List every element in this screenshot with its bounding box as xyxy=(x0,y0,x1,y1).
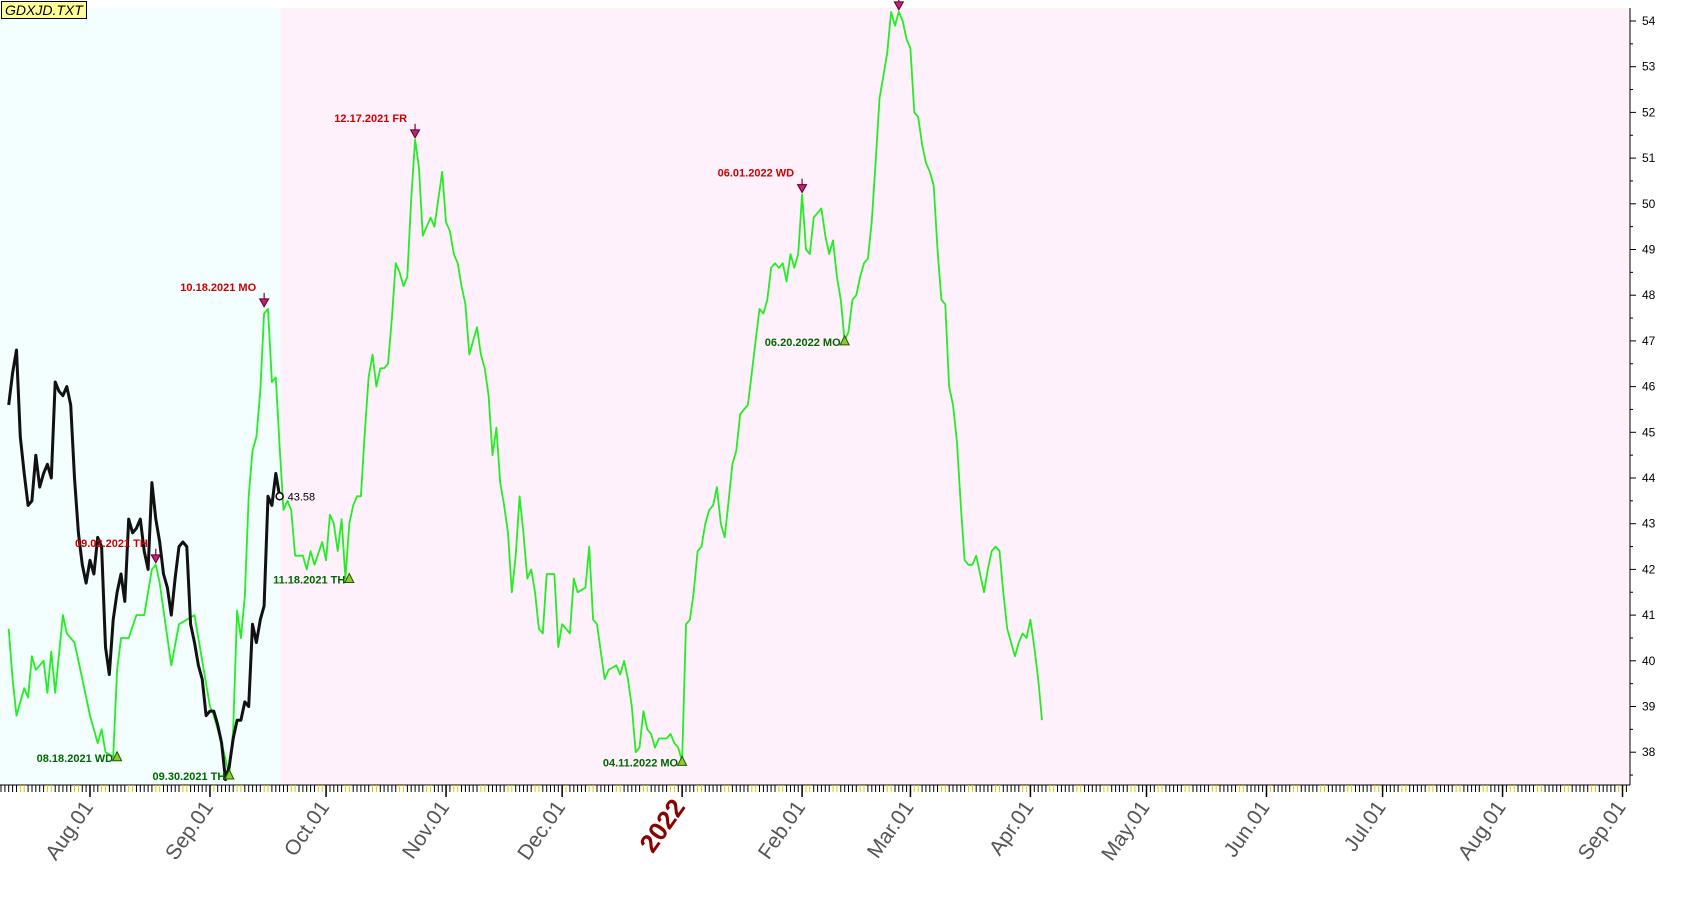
y-tick-label: 53 xyxy=(1642,60,1656,74)
low-label: 09.30.2021 TH xyxy=(153,771,226,783)
low-marker xyxy=(224,768,235,780)
price-line xyxy=(7,348,282,782)
y-tick-label: 48 xyxy=(1642,288,1656,302)
x-month-label: Mar.01 xyxy=(863,797,919,863)
y-tick-label: 49 xyxy=(1642,243,1656,257)
low-label: 06.20.2022 MO xyxy=(765,337,841,349)
low-label: 11.18.2021 TH xyxy=(273,575,345,587)
history-region xyxy=(0,8,281,785)
y-tick-label: 47 xyxy=(1642,334,1656,348)
low-label: 04.11.2022 MO xyxy=(603,757,679,769)
y-tick-label: 44 xyxy=(1642,471,1656,485)
low-marker xyxy=(839,334,850,346)
x-month-label: Sep.01 xyxy=(1574,797,1631,865)
forecast-line xyxy=(7,10,1043,776)
x-month-label: Sep.01 xyxy=(161,797,218,865)
background-regions xyxy=(0,8,1630,785)
y-tick-label: 50 xyxy=(1642,197,1656,211)
x-month-label: Oct.01 xyxy=(280,797,334,861)
x-month-label: Jul.01 xyxy=(1340,797,1391,856)
x-month-label: Aug.01 xyxy=(41,797,98,865)
x-month-label: Dec.01 xyxy=(513,797,570,865)
low-marker xyxy=(111,750,123,762)
high-label: 12.17.2021 FR xyxy=(334,113,407,125)
x-month-label: May.01 xyxy=(1097,797,1154,865)
x-month-label: Nov.01 xyxy=(398,797,454,863)
turning-point-annotations: 10.18.2021 MO 12.17.2021 FR 06.01.2022 WD 0… xyxy=(37,0,905,783)
high-marker xyxy=(796,184,808,194)
x-month-label: Jun.01 xyxy=(1220,797,1275,862)
y-tick-label: 41 xyxy=(1642,608,1656,622)
high-label: 10.18.2021 MO xyxy=(180,282,256,294)
last-price-label: 43.58 xyxy=(288,491,316,503)
x-month-label: Feb.01 xyxy=(754,797,810,864)
y-tick-label: 40 xyxy=(1642,654,1656,668)
low-label: 08.18.2021 WD xyxy=(37,753,113,765)
x-axis: Aug.01 Sep.01 Oct.01 Nov.01 Dec.01 2022 Feb.01… xyxy=(0,784,1631,865)
forecast-series xyxy=(7,10,1043,776)
price-series: 43.58 xyxy=(7,348,316,782)
y-tick-label: 38 xyxy=(1642,745,1656,759)
high-marker xyxy=(150,554,162,564)
file-name-label: GDXJD.TXT xyxy=(1,1,87,19)
y-tick-label: 45 xyxy=(1642,425,1656,439)
y-tick-label: 42 xyxy=(1642,562,1656,576)
y-tick-label: 51 xyxy=(1642,151,1656,165)
y-tick-label: 39 xyxy=(1642,700,1656,714)
high-marker xyxy=(258,298,270,308)
y-tick-label: 43 xyxy=(1642,517,1656,531)
high-marker xyxy=(893,1,905,11)
x-year-label: 2022 xyxy=(633,793,691,858)
x-month-label: Aug.01 xyxy=(1454,797,1511,865)
high-marker xyxy=(409,129,421,139)
y-tick-label: 46 xyxy=(1642,380,1656,394)
y-axis: 38 39 40 41 42 43 44 45 46 47 48 49 50 51 52 53 54 xyxy=(1629,8,1656,785)
high-label: 06.01.2022 WD xyxy=(718,168,794,180)
x-month-label: Apr.01 xyxy=(985,797,1039,860)
projection-region xyxy=(280,8,1630,785)
low-marker xyxy=(343,572,355,584)
high-label: 09.02.2021 TH xyxy=(75,538,148,550)
y-tick-label: 54 xyxy=(1642,14,1656,28)
y-tick-label: 52 xyxy=(1642,105,1656,119)
low-marker xyxy=(676,755,688,766)
last-price-marker xyxy=(275,492,284,501)
